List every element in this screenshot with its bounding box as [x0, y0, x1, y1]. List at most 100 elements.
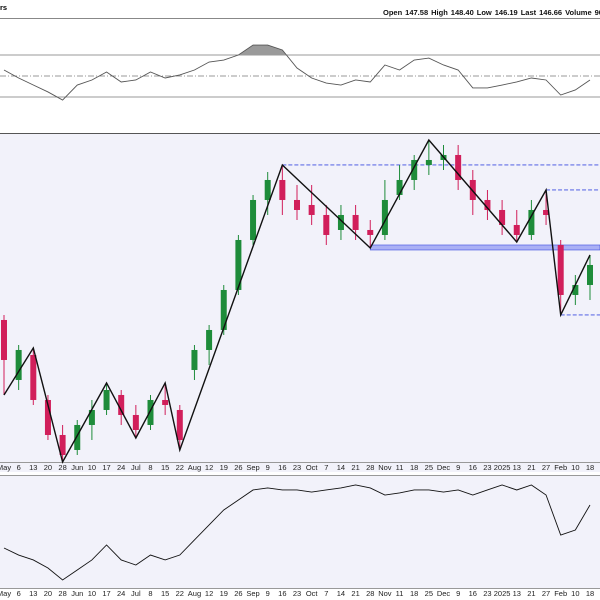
x-tick-label: 22 — [176, 463, 184, 472]
x-tick-label: 13 — [513, 589, 521, 598]
x-tick-label: 25 — [425, 463, 433, 472]
candle-body — [30, 354, 37, 400]
x-tick-label: 16 — [469, 463, 477, 472]
candle-body — [352, 214, 359, 230]
x-tick-label: 14 — [337, 589, 345, 598]
x-tick-label: 13 — [29, 463, 37, 472]
x-tick-label: 2025 — [494, 463, 511, 472]
x-tick-label: 11 — [396, 463, 404, 472]
x-tick-label: Nov — [378, 589, 392, 598]
x-tick-label: 18 — [586, 463, 594, 472]
x-tick-label: 21 — [527, 589, 535, 598]
series-line — [3, 484, 591, 581]
x-tick-label: 21 — [527, 463, 535, 472]
candle-body — [367, 229, 374, 235]
x-tick-label: 7 — [324, 463, 328, 472]
zigzag-line — [3, 138, 591, 464]
candle-body — [103, 389, 110, 410]
candle-body — [118, 394, 125, 415]
x-tick-label: 19 — [220, 463, 228, 472]
x-tick-label: Sep — [246, 589, 259, 598]
candle-body — [323, 214, 330, 235]
x-tick-label: 24 — [117, 589, 125, 598]
x-tick-label: 27 — [542, 463, 550, 472]
x-tick-label: Aug — [188, 589, 201, 598]
support-band — [369, 244, 600, 251]
candle-body — [264, 179, 271, 200]
candle-body — [499, 209, 506, 225]
series-line — [3, 44, 591, 101]
x-tick-label: 21 — [351, 589, 359, 598]
candle-body — [176, 409, 183, 440]
candle-body — [528, 209, 535, 235]
x-tick-label: 12 — [205, 463, 213, 472]
candle-body — [543, 209, 550, 215]
x-tick-label: 13 — [29, 589, 37, 598]
x-tick-label: Feb — [554, 589, 567, 598]
x-tick-label: 18 — [410, 463, 418, 472]
candle-body — [235, 239, 242, 290]
x-tick-label: 21 — [351, 463, 359, 472]
quote-label: Volume — [565, 8, 592, 17]
x-tick-label: 9 — [266, 463, 270, 472]
candle-body — [587, 264, 593, 285]
x-tick-label: 28 — [58, 463, 66, 472]
x-tick-label: 10 — [88, 589, 96, 598]
x-tick-label: 23 — [293, 463, 301, 472]
x-tick-label: 16 — [278, 589, 286, 598]
x-tick-label: Jun — [71, 589, 83, 598]
candle-body — [425, 159, 432, 165]
x-tick-label: 11 — [396, 589, 404, 598]
candle-body — [191, 349, 198, 370]
x-tick-label: 8 — [148, 463, 152, 472]
x-tick-label: Dec — [437, 589, 451, 598]
quote-value: 148.40 — [450, 8, 474, 17]
candle-body — [162, 399, 169, 405]
candle-body — [206, 329, 213, 350]
x-tick-label: Aug — [188, 463, 201, 472]
price-panel — [0, 134, 600, 472]
candle-body — [337, 214, 344, 230]
x-tick-label: 9 — [456, 589, 460, 598]
x-tick-label: 14 — [337, 463, 345, 472]
x-tick-label: 2025 — [494, 589, 511, 598]
x-tick-label: 10 — [571, 589, 579, 598]
x-tick-label: 22 — [176, 589, 184, 598]
quote-label: Open — [383, 8, 403, 17]
x-tick-label: 15 — [161, 463, 169, 472]
x-tick-label: Feb — [554, 463, 567, 472]
x-tick-label: 12 — [205, 589, 213, 598]
quote-label: Low — [476, 8, 492, 17]
rsi-panel — [0, 20, 600, 115]
candle-body — [74, 424, 81, 450]
x-tick-label: 18 — [410, 589, 418, 598]
candle-body — [308, 204, 315, 215]
x-tick-label: Oct — [306, 463, 319, 472]
x-tick-label: Dec — [437, 463, 451, 472]
x-tick-label: 18 — [586, 589, 594, 598]
x-tick-label: Nov — [378, 463, 392, 472]
candle-body — [381, 199, 388, 235]
x-tick-label: 25 — [425, 589, 433, 598]
candle-body — [1, 319, 7, 360]
x-tick-label: 28 — [58, 589, 66, 598]
quote-value: 901,5 — [594, 8, 600, 17]
x-tick-label: 10 — [571, 463, 579, 472]
x-tick-label: 15 — [161, 589, 169, 598]
title-fragment: rs — [0, 3, 8, 12]
quote-value: 146.66 — [539, 8, 563, 17]
quote-value: 147.58 — [405, 8, 429, 17]
candle-body — [250, 199, 257, 240]
candle-body — [59, 434, 66, 455]
x-tick-label: 23 — [483, 589, 491, 598]
candle-body — [220, 289, 227, 330]
candle-body — [572, 284, 579, 295]
x-tick-label: 28 — [366, 463, 374, 472]
candle-body — [484, 199, 491, 210]
candle-body — [557, 244, 564, 295]
quote-header: Open 147.58 High 148.40 Low 146.19 Last 146.66 V… — [383, 8, 600, 17]
candle-body — [294, 199, 300, 210]
x-tick-label: 17 — [102, 463, 110, 472]
x-tick-label: 23 — [483, 463, 491, 472]
